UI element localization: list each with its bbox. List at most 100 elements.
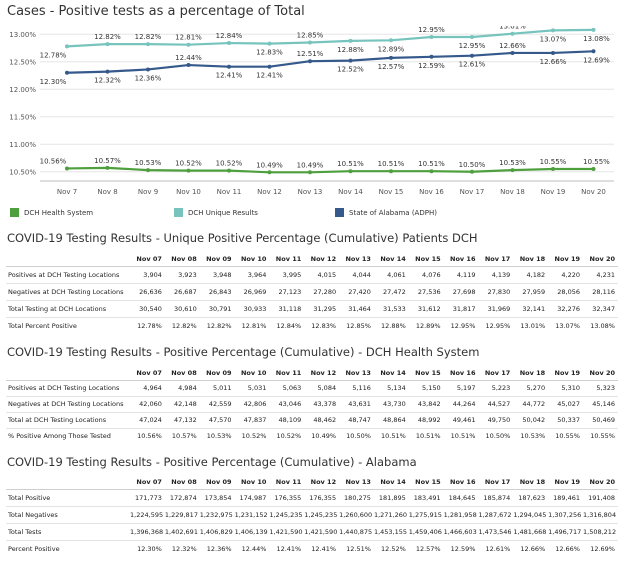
column-header: Nov 14 [373, 475, 409, 490]
table-cell: 12.59% [450, 544, 476, 553]
table-cell: 4,044 [339, 266, 374, 284]
column-header: Nov 13 [339, 252, 374, 267]
data-label: 12.44% [175, 54, 202, 62]
data-label: 12.59% [418, 62, 445, 70]
table-cell: 49,461 [443, 412, 479, 429]
column-header: Nov 18 [513, 366, 549, 381]
table-cell: 47,132 [164, 412, 200, 429]
table-cell: 27,830 [478, 283, 514, 301]
table-cell: 10.51% [450, 432, 476, 441]
table-cell: 4,139 [478, 266, 514, 284]
x-tick-label: Nov 13 [298, 188, 323, 196]
table-cell: 10.51% [415, 432, 441, 441]
column-header: Nov 10 [234, 366, 270, 381]
column-header: Nov 15 [408, 252, 444, 267]
x-tick-label: Nov 18 [500, 188, 525, 196]
table-cell: 12.78% [137, 321, 162, 330]
table-cell: 31,533 [373, 300, 409, 318]
table-cell: 12.95% [485, 321, 511, 330]
table-cell: 12.82% [206, 321, 232, 330]
row-label: Total Percent Positive [8, 321, 77, 330]
table-cell: 12.41% [276, 544, 302, 553]
column-header: Nov 20 [583, 475, 618, 490]
data-point [65, 70, 69, 75]
legend-item-dch-unique-results[interactable]: DCH Unique Results [174, 208, 258, 217]
data-point [470, 169, 474, 174]
table-cell: 1,396,368 [130, 523, 165, 541]
table-cell: 12.82% [171, 321, 197, 330]
row-label: Positives at DCH Testing Locations [6, 266, 131, 284]
data-label: 12.95% [418, 26, 445, 34]
data-point [227, 64, 231, 69]
table-cell: 5,150 [408, 380, 444, 397]
data-point [389, 55, 393, 60]
line-chart: 13.00% 12.50% 12.00% 11.50% 11.00% 10.50% Nov … [9, 26, 614, 196]
table-cell: 10.56% [137, 432, 162, 441]
row-label: Total Testing at DCH Locations [6, 300, 131, 318]
table-cell: 12.69% [590, 544, 615, 553]
table-cell: 12.89% [415, 321, 441, 330]
table-cell: 1,275,915 [408, 506, 444, 524]
legend-label: State of Alabama (ADPH) [349, 208, 437, 217]
data-label: 12.78% [40, 51, 67, 59]
table-cell: 47,024 [130, 412, 165, 429]
table-cell: 191,408 [583, 489, 618, 507]
y-tick-label: 12.00% [9, 86, 36, 94]
table-cell: 181,895 [373, 489, 409, 507]
column-header: Nov 20 [583, 252, 618, 267]
table-cell: 171,773 [130, 489, 165, 507]
table-cell: 13.08% [590, 321, 615, 330]
table-row: Total Percent Positive 12.78% 12.82% 12.82%… [6, 317, 618, 334]
table-cell: 180,275 [339, 489, 374, 507]
table-row: Total Negatives 1,224,595 1,229,817 1,232,9… [6, 506, 618, 524]
column-header: Nov 17 [478, 252, 514, 267]
legend-item-dch-health-system[interactable]: DCH Health System [10, 208, 93, 217]
table-cell: 27,959 [513, 283, 549, 301]
table-cell: 12.36% [206, 544, 232, 553]
data-point [510, 168, 515, 173]
table-cell: 1,421,590 [269, 523, 305, 541]
data-point [551, 28, 555, 33]
chart-legend: DCH Health System DCH Unique Results Sta… [0, 208, 624, 222]
table-cell: 4,076 [408, 266, 444, 284]
table-cell: 47,570 [199, 412, 235, 429]
table-cell: 44,527 [478, 396, 514, 413]
data-label: 10.57% [94, 157, 121, 165]
table-cell: 1,245,235 [304, 506, 340, 524]
table-cell: 1,406,139 [234, 523, 270, 541]
table-cell: 10.49% [311, 432, 337, 441]
column-header: Nov 14 [373, 366, 409, 381]
column-header: Nov 08 [164, 252, 200, 267]
table-cell: 173,854 [199, 489, 235, 507]
table-cell: 1,287,672 [478, 506, 514, 524]
data-point [591, 27, 596, 32]
table-row: Negatives at DCH Testing Locations 26,636… [6, 283, 618, 301]
table-cell: 12.44% [241, 544, 267, 553]
table-row: Positives at DCH Testing Locations 4,964 4… [6, 380, 618, 397]
data-point [308, 40, 312, 45]
data-point [429, 35, 434, 39]
y-tick-label: 11.50% [9, 113, 36, 121]
table-cell: 12.57% [415, 544, 441, 553]
table-cell: 43,378 [304, 396, 340, 413]
table-cell: 5,063 [269, 380, 305, 397]
table-cell: 31,969 [478, 300, 514, 318]
table-cell: 1,508,212 [583, 523, 618, 541]
table-cell: 4,220 [548, 266, 583, 284]
data-point [308, 170, 312, 175]
column-header: Nov 11 [269, 252, 305, 267]
table-cell: 42,060 [130, 396, 165, 413]
table-cell: 31,295 [304, 300, 340, 318]
table-cell: 27,280 [304, 283, 340, 301]
row-label: Negatives at DCH Testing Locations [6, 283, 131, 301]
table-cell: 176,355 [269, 489, 305, 507]
column-header: Nov 16 [443, 252, 479, 267]
column-header: Nov 16 [443, 366, 479, 381]
x-tick-label: Nov 10 [176, 188, 201, 196]
legend-item-state-of-alabama[interactable]: State of Alabama (ADPH) [335, 208, 437, 217]
table-cell: 47,837 [234, 412, 270, 429]
data-label: 12.69% [583, 56, 610, 64]
x-tick-label: Nov 20 [581, 188, 606, 196]
table-cell: 174,987 [234, 489, 270, 507]
legend-label: DCH Unique Results [188, 208, 258, 217]
